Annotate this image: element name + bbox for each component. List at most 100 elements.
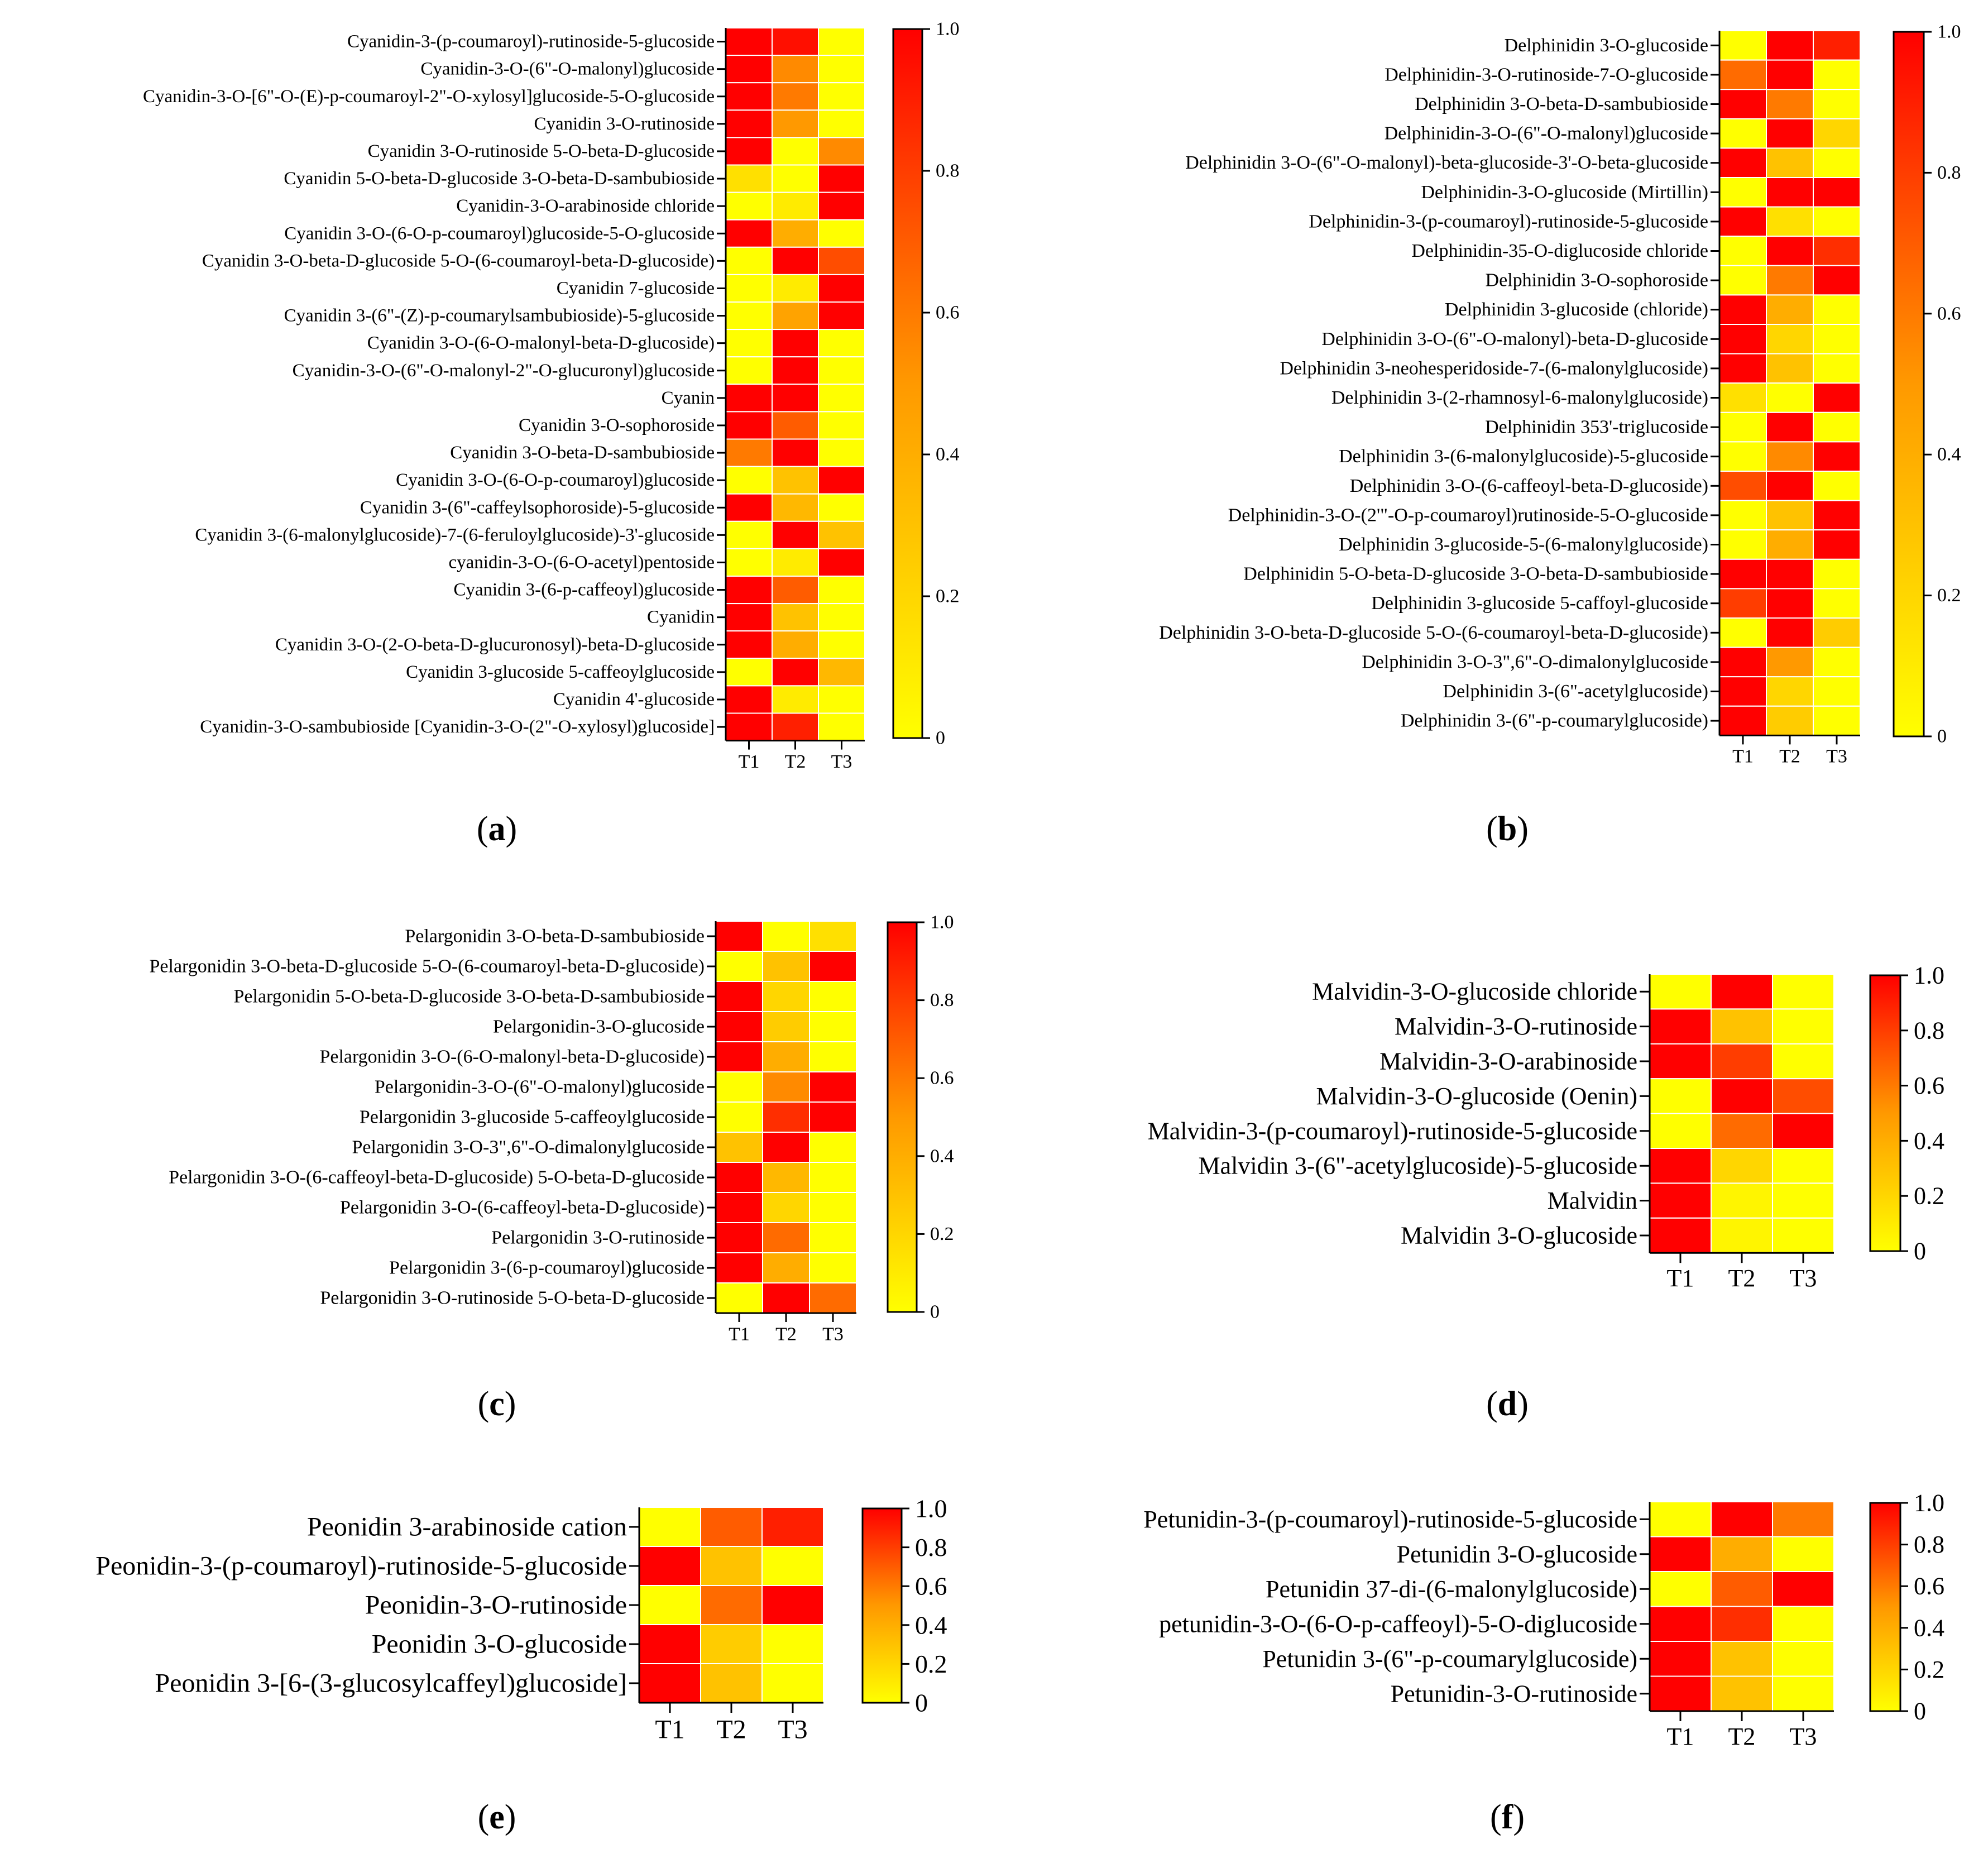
row-label: Delphinidin 3-O-sophoroside: [1486, 270, 1708, 291]
heatmap-cell: [725, 274, 773, 303]
heatmap-cell: [1766, 89, 1814, 119]
heatmap-cell: [1772, 1641, 1834, 1677]
heatmap-cell: [1813, 588, 1861, 619]
heatmap-cell: [725, 301, 773, 331]
heatmap-cell: [1813, 500, 1861, 531]
row-label: Malvidin-3-O-glucoside (Oenin): [1316, 1083, 1637, 1110]
panel-label: (b): [1486, 810, 1529, 848]
heatmap-cell: [762, 951, 810, 982]
colorbar: [861, 1507, 903, 1704]
heatmap-cell: [818, 27, 865, 56]
heatmap-cell: [1711, 1606, 1773, 1642]
heatmap-cell: [818, 356, 865, 385]
colorbar-tick-label: 0: [936, 728, 945, 749]
heatmap-cell: [725, 466, 773, 495]
row-label: Delphinidin-3-O-(2'"-O-p-coumaroyl)rutin…: [1228, 505, 1708, 525]
heatmap-cell: [725, 438, 773, 467]
heatmap-cell: [1766, 705, 1814, 736]
heatmap-cell: [725, 712, 773, 741]
heatmap-cell: [818, 630, 865, 659]
heatmap-cell: [725, 329, 773, 358]
heatmap-cell: [809, 1011, 857, 1042]
heatmap-cell: [1813, 558, 1861, 590]
row-label: Delphinidin 5-O-beta-D-glucoside 3-O-bet…: [1243, 564, 1708, 585]
row-label: Cyanidin-3-(p-coumaroyl)-rutinoside-5-gl…: [347, 32, 715, 52]
column-label: T3: [1790, 1265, 1817, 1292]
heatmap-cell: [762, 1282, 810, 1314]
heatmap-cell: [1772, 1182, 1834, 1219]
row-label: Delphinidin 3-(6-malonylglucoside)-5-glu…: [1339, 446, 1708, 467]
row-label: Peonidin 3-arabinoside cation: [307, 1512, 627, 1542]
row-label: Petunidin 37-di-(6-malonylglucoside): [1266, 1575, 1637, 1603]
heatmap-cell: [1649, 1501, 1712, 1537]
heatmap-cell: [725, 658, 773, 687]
heatmap-cell: [1766, 441, 1814, 472]
row-label: Delphinidin 3-O-glucoside: [1505, 35, 1708, 56]
row-label: cyanidin-3-O-(6-O-acetyl)pentoside: [449, 552, 715, 572]
heatmap-cell: [700, 1624, 763, 1664]
heatmap-cell: [1711, 1217, 1773, 1254]
heatmap-cell: [725, 384, 773, 413]
row-label: Delphinidin-35-O-diglucoside chloride: [1411, 241, 1708, 261]
heatmap-cell: [1813, 177, 1861, 208]
heatmap-cell: [772, 548, 819, 577]
heatmap-cell: [772, 246, 819, 275]
heatmap-cell: [715, 1192, 763, 1223]
heatmap-cell: [1766, 30, 1814, 61]
row-label: Cyanidin 3-glucoside 5-caffeoylglucoside: [406, 662, 715, 682]
heatmap-cell: [700, 1585, 763, 1625]
heatmap-cell: [809, 1132, 857, 1163]
heatmap-cell: [715, 1282, 763, 1314]
heatmap-cell: [1649, 1571, 1712, 1607]
colorbar-tick-label: 0.6: [1937, 303, 1961, 324]
heatmap-cell: [1719, 177, 1767, 208]
column-label: T3: [831, 751, 852, 772]
row-label: Delphinidin 3-(6"-acetylglucoside): [1443, 681, 1708, 702]
heatmap-cell: [1649, 1113, 1712, 1149]
row-label: Malvidin 3-O-glucoside: [1401, 1222, 1637, 1249]
row-label: Cyanidin 4'-glucoside: [553, 689, 715, 710]
row-label: Cyanidin 3-O-(2-O-beta-D-glucuronosyl)-b…: [275, 635, 715, 655]
heatmap-cell: [725, 411, 773, 440]
heatmap-cell: [772, 603, 819, 632]
heatmap-cell: [1766, 206, 1814, 237]
heatmap-cell: [715, 921, 763, 952]
heatmap-cell: [772, 630, 819, 659]
colorbar-tick-label: 0.6: [1914, 1072, 1944, 1099]
heatmap-cell: [1719, 646, 1767, 678]
heatmap-cell: [715, 951, 763, 982]
heatmap-cell: [1719, 89, 1767, 119]
heatmap-cell: [1711, 1078, 1773, 1114]
row-label: Peonidin-3-O-rutinoside: [365, 1591, 627, 1620]
heatmap-cell: [1813, 529, 1861, 560]
row-label: Cyanidin-3-O-(6"-O-malonyl)glucoside: [420, 59, 715, 79]
row-label: Delphinidin 3-O-beta-D-sambubioside: [1415, 94, 1708, 114]
heatmap-cell: [1766, 500, 1814, 531]
heatmap-cell: [761, 1546, 824, 1586]
heatmap-cell: [1813, 353, 1861, 384]
heatmap-cell: [715, 1162, 763, 1193]
colorbar-tick-label: 0.2: [936, 586, 960, 607]
heatmap-cell: [1766, 265, 1814, 296]
heatmap-cell: [772, 329, 819, 358]
colorbar-tick-label: 0: [1937, 726, 1947, 747]
heatmap-cell: [1772, 1043, 1834, 1080]
heatmap-cell: [1772, 1606, 1834, 1642]
row-label: Petunidin 3-(6"-p-coumarylglucoside): [1262, 1645, 1637, 1673]
heatmap-panel-f: Petunidin-3-(p-coumaroyl)-rutinoside-5-g…: [1143, 1489, 1944, 1837]
heatmap-cell: [772, 576, 819, 605]
heatmap-cell: [818, 685, 865, 714]
heatmap-panel-c: Pelargonidin 3-O-beta-D-sambubioside Pela…: [150, 912, 954, 1424]
heatmap-cell: [1813, 646, 1861, 678]
row-label: Delphinidin-3-(p-coumaroyl)-rutinoside-5…: [1309, 211, 1708, 232]
row-label: Peonidin 3-[6-(3-glucosylcaffeyl)glucosi…: [155, 1669, 627, 1698]
row-label: Cyanidin 3-O-(6-O-malonyl-beta-D-glucosi…: [367, 333, 715, 353]
colorbar-tick-label: 0: [1914, 1698, 1926, 1725]
heatmap-cell: [1719, 265, 1767, 296]
heatmap-cell: [818, 658, 865, 687]
colorbar-tick-label: 0.8: [1914, 1531, 1944, 1558]
column-label: T1: [655, 1715, 684, 1745]
heatmap-cell: [1766, 177, 1814, 208]
heatmap-cell: [1711, 974, 1773, 1010]
row-label: Cyanidin 3-(6"-caffeylsophoroside)-5-glu…: [360, 497, 715, 518]
